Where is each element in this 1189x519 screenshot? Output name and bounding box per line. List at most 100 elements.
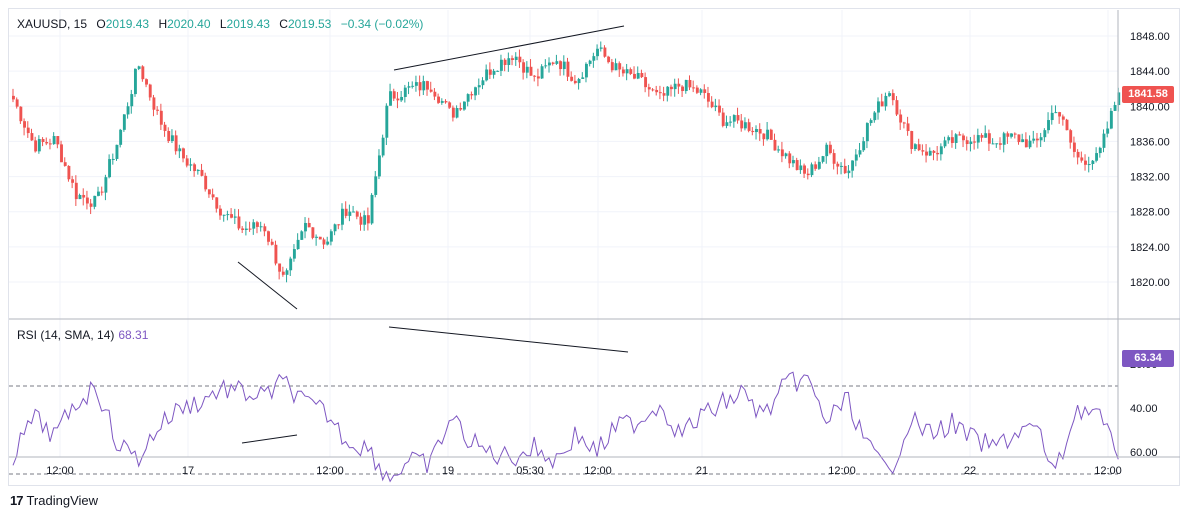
candle <box>244 228 248 230</box>
candle <box>326 241 330 245</box>
candle <box>1098 147 1102 154</box>
candle <box>459 108 463 110</box>
candle <box>100 191 104 193</box>
candle <box>847 170 851 174</box>
candle <box>52 136 56 145</box>
open-label: O <box>96 17 106 31</box>
candle <box>755 128 758 133</box>
candle <box>570 76 574 81</box>
candle <box>858 150 862 155</box>
candle <box>156 109 160 111</box>
candle <box>511 58 514 60</box>
candle <box>182 148 185 159</box>
candle <box>241 228 245 230</box>
candle <box>751 130 755 133</box>
candle <box>688 79 692 88</box>
candle <box>877 101 880 113</box>
tradingview-brand[interactable]: 17 TradingView <box>10 493 98 508</box>
candle <box>78 194 82 200</box>
axes: 1820.00 1824.00 1828.00 1832.00 1836.00 1840.… <box>9 10 1180 477</box>
candle <box>270 241 274 245</box>
candle <box>108 159 112 178</box>
price-tick-label: 1828.00 <box>1130 207 1170 219</box>
candle <box>93 195 97 207</box>
open-value: 2019.43 <box>105 17 150 31</box>
candle <box>474 87 477 96</box>
candle <box>884 95 888 107</box>
candle <box>396 98 400 101</box>
candle <box>536 76 540 79</box>
candle <box>791 160 795 164</box>
candle <box>318 236 322 240</box>
chart-frame[interactable] <box>8 8 1180 486</box>
trendlines <box>237 25 629 444</box>
candle <box>1084 160 1087 165</box>
candle <box>174 135 178 152</box>
price-tick-label: 1824.00 <box>1130 242 1170 254</box>
rsi-tick-label: 60.00 <box>1130 447 1158 459</box>
candle <box>26 127 30 134</box>
candle <box>1091 160 1095 165</box>
time-tick-label: 12:00 <box>316 465 344 477</box>
candle <box>1035 138 1039 141</box>
candle <box>899 114 903 123</box>
candle <box>714 105 718 108</box>
lower-trendline <box>237 261 298 310</box>
candle <box>758 128 762 134</box>
candle <box>740 120 744 129</box>
candle <box>928 150 932 156</box>
candle <box>695 87 699 93</box>
candle <box>163 124 167 131</box>
candle <box>821 156 825 162</box>
candle <box>211 194 215 198</box>
candle <box>193 164 197 172</box>
candle <box>862 141 866 151</box>
candle <box>780 149 784 157</box>
candle <box>551 62 555 64</box>
candle <box>651 89 655 91</box>
candle <box>544 65 548 67</box>
candle <box>670 86 673 90</box>
candle <box>644 77 648 88</box>
candle <box>991 143 995 145</box>
candle <box>814 164 818 169</box>
candle <box>400 96 404 101</box>
candle <box>684 79 688 92</box>
candle <box>736 115 740 121</box>
candle <box>374 176 378 195</box>
candle <box>1039 137 1043 141</box>
rsi-header: RSI (14, SMA, 14) 68.31 <box>17 328 148 342</box>
candle <box>267 231 270 242</box>
candle <box>1072 142 1076 152</box>
candle <box>281 271 285 275</box>
candle <box>1113 105 1117 111</box>
rsi-value-tag: 63.34 <box>1122 350 1174 367</box>
candle <box>718 105 721 113</box>
price-tick-label: 1832.00 <box>1130 172 1170 184</box>
candle <box>63 162 67 166</box>
candle <box>1117 92 1121 106</box>
candle <box>1043 130 1047 138</box>
candle <box>130 94 134 107</box>
candle <box>341 208 344 225</box>
candle <box>470 94 474 96</box>
candle <box>407 86 411 88</box>
candle <box>329 231 333 242</box>
candle <box>370 194 374 224</box>
candle <box>122 114 126 130</box>
candle <box>936 152 940 155</box>
close-value: 2019.53 <box>287 17 332 31</box>
candle <box>540 66 544 79</box>
candle <box>925 151 928 156</box>
candle <box>677 83 681 87</box>
candle <box>1095 153 1099 161</box>
candle <box>252 222 256 229</box>
candle <box>462 101 466 110</box>
candle <box>1058 112 1062 117</box>
candle <box>681 86 684 92</box>
candle <box>840 165 843 167</box>
candle <box>655 89 659 93</box>
candle <box>233 216 237 218</box>
candle <box>1080 157 1084 161</box>
